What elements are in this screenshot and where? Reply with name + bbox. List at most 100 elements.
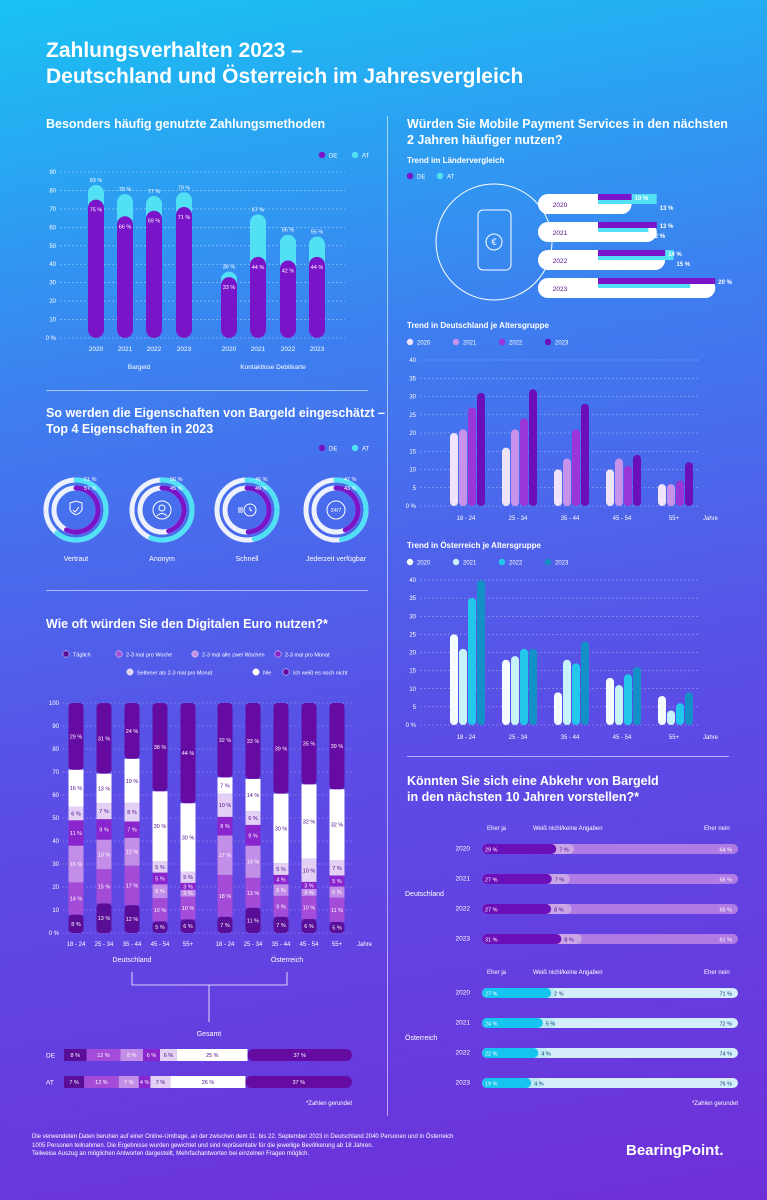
legend-label: 2-3 mal pro Woche [126,652,172,658]
label-eher-nein: 72 % [719,1021,732,1027]
donut-label-at: 46 % [255,477,268,483]
bar-2022 [572,429,580,506]
group-label: Deutschland [113,957,152,964]
mobile-title: Würden Sie Mobile Payment Services in de… [407,117,728,147]
euro-icon [485,233,503,251]
label-eher-nein: 76 % [719,1081,732,1087]
stack-segment [217,816,233,836]
bar-2022 [676,480,684,506]
x-tick-label: 55+ [183,942,194,948]
y-tick-label: 0 % [406,723,417,729]
data-label-de: 44 % [252,265,265,271]
segment-label: 30 % [154,824,167,830]
segment-label: 5 % [332,890,342,896]
bar-2021 [511,429,519,506]
page-title: Zahlungsverhalten 2023 – Deutschland und … [46,39,524,88]
stack-segment [273,895,289,917]
stack-segment [180,889,196,897]
total-segment-label: 37 % [292,1080,305,1086]
year-label-bg [538,225,583,239]
total-segment [247,1049,352,1061]
bar-2020 [606,469,614,506]
label-eher-ja: 31 % [485,937,498,943]
bar-2021 [615,458,623,506]
year-label: 2020 [456,990,471,997]
x-tick-label: 2023 [310,346,325,353]
stack-segment [301,895,317,920]
mobile-at-label: Trend in Österreich je Altersgruppe [407,541,541,550]
y-tick-label: 70 [49,207,56,213]
segment-label: 3 % [183,884,193,890]
total-segment [245,1076,352,1088]
person-body-icon [156,513,168,517]
check-icon [72,506,80,513]
data-label-de: 71 % [178,215,191,221]
bar-de [598,250,666,256]
total-segment [84,1076,119,1088]
total-segment-label: 6 % [147,1053,157,1059]
segment-label: 16 % [70,862,83,868]
stack-segment [124,905,140,933]
person-head-icon [158,504,166,512]
x-tick-label: 18 - 24 [457,516,476,522]
segment-label: 5 % [276,888,286,894]
donut-name: Vertraut [64,556,89,563]
legend-de-label: DE [329,446,337,452]
total-segment-label: 12 % [97,1053,110,1059]
legend-at-label: AT [362,446,370,452]
bar-de [598,194,632,200]
y-tick-label: 20 [409,431,416,437]
y-tick-label: 40 [409,358,416,364]
bar-2022 [520,648,528,725]
bar-de [88,199,104,338]
data-label-at: 15 % [676,262,690,268]
segment-label: 32 % [219,738,232,744]
bar-de [309,256,325,338]
year-label: 2021 [456,876,471,883]
segment-label: 10 % [303,905,316,911]
x-tick-label: 18 - 24 [457,735,476,741]
y-tick-label: 40 [52,839,59,845]
data-label-de: 10 % [635,196,649,202]
donut-label-de: 49 % [255,486,268,492]
column-header: Eher nein [704,970,730,976]
y-tick-label: 30 [409,614,416,620]
year-label: 2021 [553,230,568,237]
x-tick-label: 18 - 24 [216,942,235,948]
stack-segment [68,914,84,933]
segment-label: 9 % [248,833,258,839]
total-segment-label: 26 % [202,1080,215,1086]
year-label: 2020 [553,202,568,209]
segment-label: 10 % [182,906,195,912]
x-tick-label: 35 - 44 [272,942,291,948]
country-label: Österreich [405,1034,437,1042]
x-tick-label: 2021 [251,346,266,353]
y-tick-label: 60 [52,793,59,799]
legend-year-label: 2022 [509,340,523,346]
segment-label: 31 % [98,736,111,742]
total-segment [138,1076,151,1088]
bar-eher-ja [482,934,562,944]
donut-arc-at [214,477,280,543]
year-label-bg [538,281,583,295]
y-tick-label: 80 [52,747,59,753]
total-segment [64,1076,85,1088]
x-tick-label: 2023 [177,346,192,353]
segment-label: 13 % [247,891,260,897]
bar-2023 [685,462,693,506]
segment-label: 14 % [247,860,260,866]
segment-label: 32 % [303,819,316,825]
stack-segment [329,921,345,933]
bar-2021 [667,710,675,725]
segment-label: 16 % [70,786,83,792]
segment-label: 11 % [331,908,343,914]
stack-segment [96,773,112,804]
bar-de [280,260,296,338]
y-tick-label: 100 [49,701,60,707]
legend-year-label: 2022 [509,560,523,566]
x-tick-label: 2020 [222,346,237,353]
y-tick-label: 5 [413,486,417,492]
stack-segment [180,896,196,920]
segment-label: 5 % [155,876,165,882]
label-weiss-nicht: 4 % [541,1051,551,1057]
